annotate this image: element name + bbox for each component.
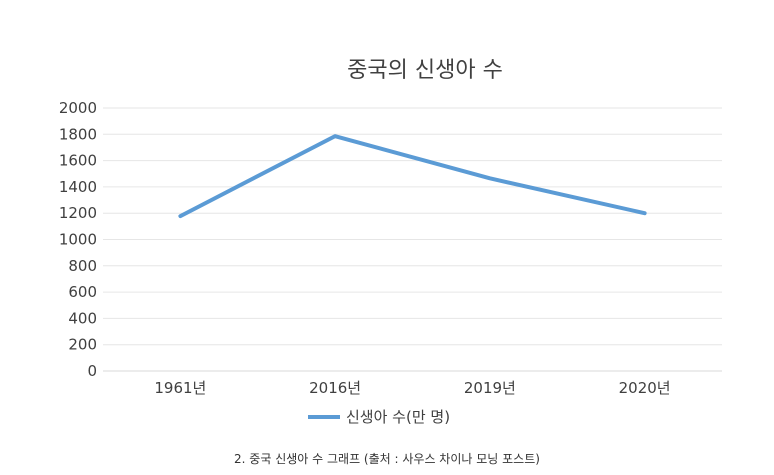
y-tick-label: 400: [68, 309, 97, 327]
chart-title: 중국의 신생아 수: [347, 58, 503, 83]
y-tick-label: 0: [87, 362, 97, 380]
y-tick-label: 1000: [59, 231, 97, 249]
y-tick-label: 600: [68, 283, 97, 301]
legend-label: 신생아 수(만 명): [346, 408, 450, 426]
y-axis-ticks: 0 200 400 600 800 1000 1200 1400 1600 1800 2000: [59, 99, 97, 380]
series-line: [178, 134, 647, 219]
y-tick-label: 1600: [59, 152, 97, 170]
y-tick-label: 1800: [59, 125, 97, 143]
x-tick-label: 2019년: [464, 379, 516, 397]
x-axis-ticks: 1961년 2016년 2019년 2020년: [154, 379, 670, 397]
x-tick-label: 2016년: [309, 379, 361, 397]
legend: 신생아 수(만 명): [308, 408, 450, 426]
x-tick-label: 2020년: [619, 379, 671, 397]
figure-caption: 2. 중국 신생아 수 그래프 (출처 : 사우스 차이나 모닝 포스트): [234, 452, 540, 466]
x-tick-label: 1961년: [154, 379, 206, 397]
y-tick-label: 2000: [59, 99, 97, 117]
series-lines: [178, 134, 647, 219]
y-tick-label: 1400: [59, 178, 97, 196]
gridlines: [103, 107, 722, 372]
y-tick-label: 200: [68, 336, 97, 354]
y-tick-label: 1200: [59, 204, 97, 222]
y-tick-label: 800: [68, 257, 97, 275]
